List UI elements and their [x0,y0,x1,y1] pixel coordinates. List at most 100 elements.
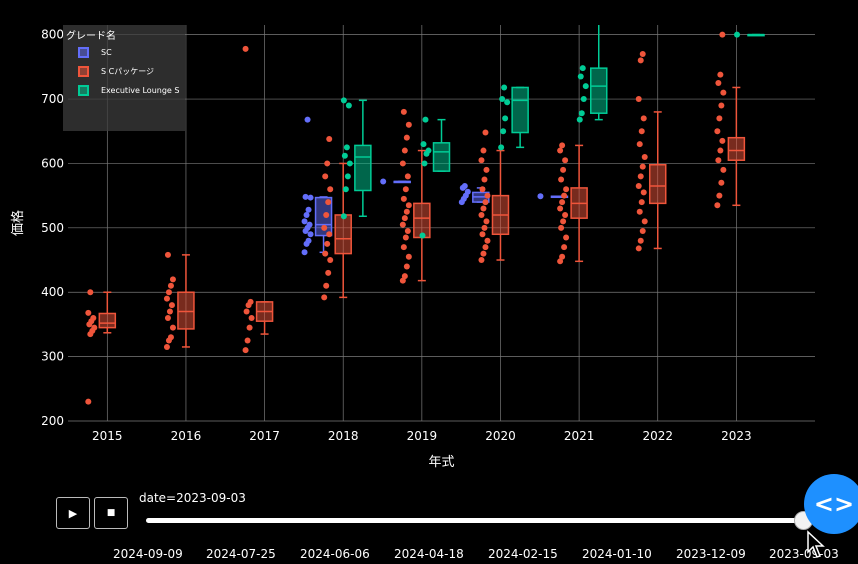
data-point [641,218,648,225]
data-point [399,160,406,167]
data-point [734,31,741,38]
plot-area [85,25,765,405]
slider-tick[interactable]: 2024-02-15 [488,547,558,561]
data-point [637,57,644,64]
data-point [504,99,511,106]
data-point [304,116,311,123]
data-point [422,116,429,123]
data-point [400,108,407,115]
data-point [325,269,332,276]
data-point [718,179,725,186]
data-point [639,228,646,235]
data-point [501,84,508,91]
data-point [500,128,507,135]
y-tick-label: 600 [41,156,64,170]
legend-item-sc[interactable]: SC [78,45,112,59]
legend-label-executive-lounge-s: Executive Lounge S [101,85,180,95]
box-iqr [727,136,746,161]
data-point [246,324,253,331]
slider-tick[interactable]: 2024-06-06 [300,547,370,561]
slider-tick[interactable]: 2023-12-09 [676,547,746,561]
slider-tick[interactable]: 2023-09-03 [769,547,839,561]
x-tick-label: 2017 [249,429,280,443]
data-point [420,141,427,148]
data-point [323,282,330,289]
y-tick-label: 300 [41,350,64,364]
data-point [321,224,328,231]
data-point [719,137,726,144]
slider-tick[interactable]: 2024-04-18 [394,547,464,561]
data-point [341,152,348,159]
data-point [165,289,172,296]
data-point [164,251,171,258]
data-point [636,141,643,148]
data-point [163,343,170,350]
data-point [481,224,488,231]
slider-track[interactable] [146,518,808,523]
x-tick-label: 2022 [642,429,673,443]
data-point [242,45,249,52]
data-point [559,142,566,149]
legend-swatch-sc [78,46,89,58]
y-axis-label: 価格 [10,210,26,236]
data-point [346,160,353,167]
data-point [301,218,308,225]
slider-tick[interactable]: 2024-07-25 [206,547,276,561]
data-point [717,71,724,78]
data-point [169,324,176,331]
data-point [482,199,489,206]
x-axis-label: 年式 [428,455,454,470]
data-point [169,276,176,283]
data-point [403,134,410,141]
data-point [560,166,567,173]
data-point [640,115,647,122]
data-point [166,308,173,315]
data-point [421,160,428,167]
data-point [405,202,412,209]
data-point [327,186,334,193]
legend-title: グレード名 [66,31,116,42]
data-point [717,147,724,154]
legend-label-s-c-package: S Cパッケージ [101,66,155,76]
legend-item-s-c-package[interactable]: S Cパッケージ [78,64,154,78]
data-point [562,211,569,218]
data-point [248,314,255,321]
y-tick-label: 700 [41,92,64,106]
data-point [324,240,331,247]
stop-button[interactable]: ■ [94,497,128,529]
play-button[interactable]: ▶ [56,497,90,529]
slider-tick[interactable]: 2024-09-09 [113,547,183,561]
data-point [502,115,509,122]
legend-item-executive-lounge-s[interactable]: Executive Lounge S [78,83,179,97]
play-icon: ▶ [68,506,78,520]
data-point [478,211,485,218]
box-iqr [590,67,608,114]
data-point [305,206,312,213]
data-point [582,83,589,90]
y-tick-label: 400 [41,285,64,299]
data-point [167,282,174,289]
box-iqr [334,214,352,255]
data-point [639,163,646,170]
data-point [401,215,408,222]
legend-swatch-executive-lounge-s [78,84,89,96]
stop-icon: ■ [106,508,116,518]
data-point [402,186,409,193]
data-point [559,199,566,206]
data-point [400,195,407,202]
data-point [401,147,408,154]
x-tick-label: 2021 [564,429,595,443]
data-point [576,116,583,123]
data-point [580,96,587,103]
data-point [636,208,643,215]
legend-label-sc: SC [101,47,112,57]
data-point [720,89,727,96]
data-point [307,231,314,238]
data-point [537,193,544,200]
code-nav-button[interactable]: <> [804,474,858,534]
data-point [577,73,584,80]
slider-tick[interactable]: 2024-01-10 [582,547,652,561]
data-point [484,192,491,199]
y-tick-label: 500 [41,221,64,235]
data-point [561,192,568,199]
